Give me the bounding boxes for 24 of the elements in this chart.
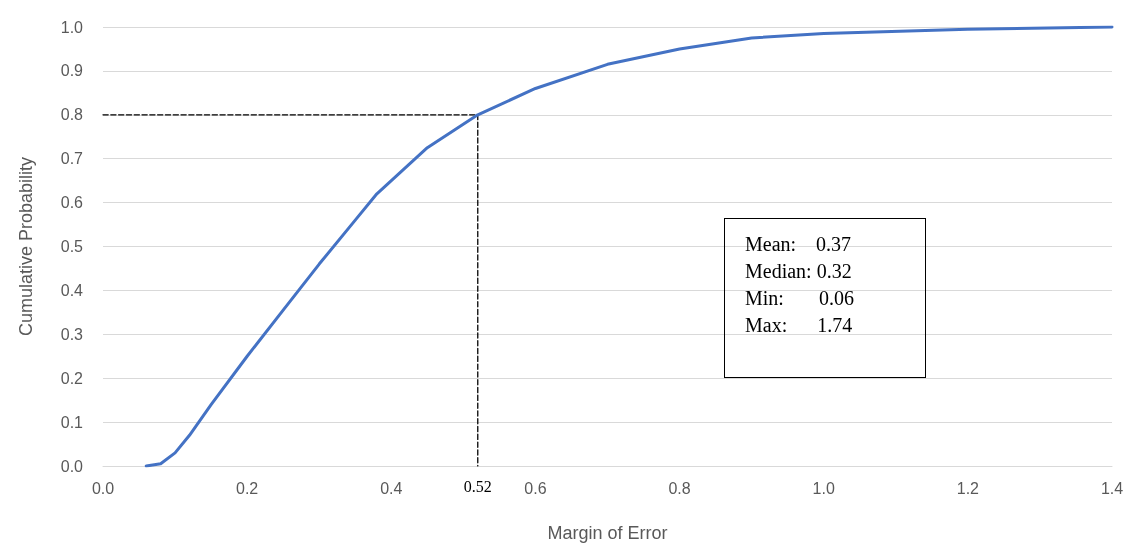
y-tick-label: 0.1 (60, 413, 84, 431)
y-tick-label: 0.3 (60, 325, 84, 343)
y-tick-label: 0.8 (60, 106, 84, 124)
y-tick-label: 0.0 (60, 457, 84, 475)
x-tick-label: 1.2 (956, 479, 980, 497)
x-tick-label: 0.0 (91, 479, 115, 497)
y-tick-label: 0.9 (60, 62, 84, 80)
annotation: 0.52 (463, 477, 492, 495)
y-tick-label: 0.5 (60, 238, 84, 255)
y-axis-title: Cumulative Probability (16, 156, 36, 337)
y-tick-label: 0.6 (60, 194, 84, 212)
y-tick-label: 0.2 (60, 369, 84, 387)
x-axis-title: Margin of Error (547, 523, 668, 543)
x-tick-label: 1.0 (812, 479, 835, 497)
y-tick-label: 0.7 (60, 150, 84, 168)
x-tick-label: 0.6 (524, 479, 547, 497)
x-tick-label: 0.2 (236, 479, 259, 497)
x-tick-label: 1.4 (1100, 479, 1124, 497)
y-tick-label: 1.0 (60, 18, 84, 36)
text-box: Mean: 0.37 Median: 0.32 Min: 0.06 Max: 1.74 (724, 218, 926, 378)
x-tick-label: 0.4 (380, 479, 403, 497)
x-tick-label: 0.8 (668, 479, 691, 497)
line-series (144, 25, 1114, 468)
y-tick-label: 0.4 (60, 281, 84, 299)
